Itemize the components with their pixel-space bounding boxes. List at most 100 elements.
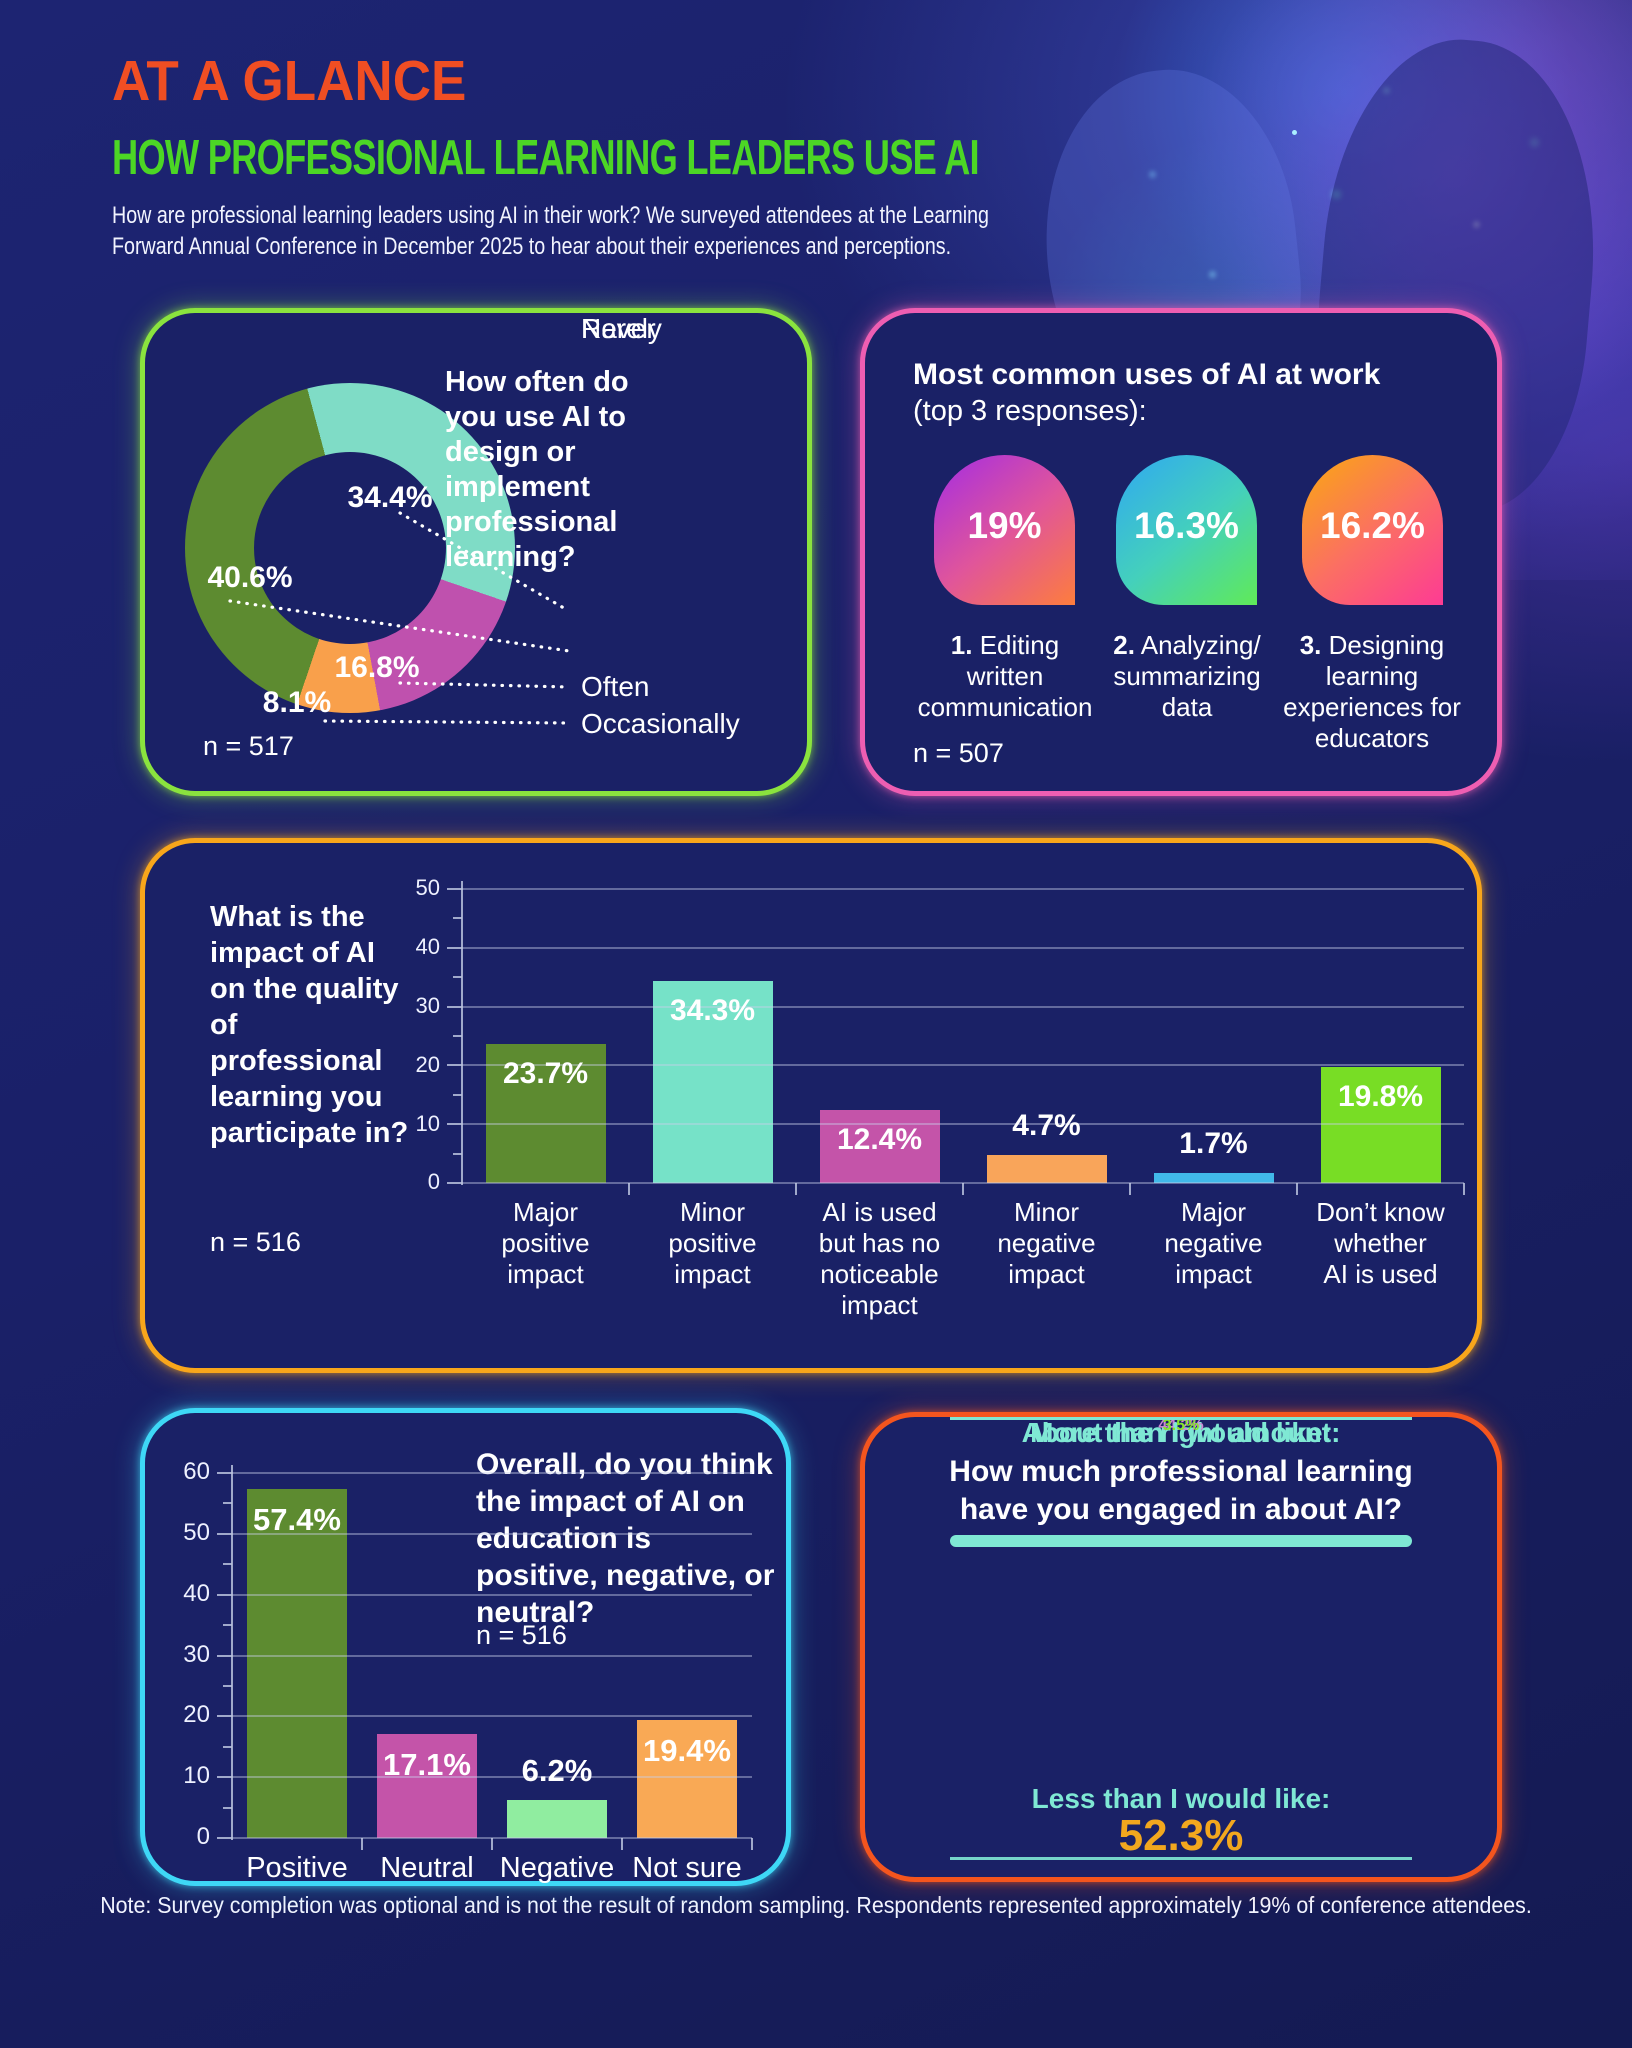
y-tick-label: 40 <box>183 1579 210 1607</box>
stat-label: Less than I would like: <box>1031 1783 1331 1814</box>
category-separator-tick <box>962 1183 964 1195</box>
gridline <box>232 1593 752 1596</box>
y-tick <box>217 1654 232 1657</box>
category-label: Not sure <box>632 1852 742 1884</box>
impact-question: What is the impact of AI on the quality … <box>210 901 409 1149</box>
frequency-question: How often do you use AI to design or imp… <box>445 366 629 573</box>
category-separator-tick <box>628 1183 630 1195</box>
panel-engagement: How much professional learning have you … <box>860 1412 1502 1882</box>
category-label: Major positive impact <box>501 1197 590 1289</box>
intro-text: How are professional learning leaders us… <box>112 200 1073 262</box>
y-tick <box>223 1745 232 1748</box>
y-tick <box>223 1684 232 1687</box>
sample-size-overall: n = 516 <box>476 1620 567 1650</box>
panel-overall: Overall, do you think the impact of AI o… <box>140 1408 791 1886</box>
category-label: Negative <box>499 1852 615 1884</box>
stat-value: 3.5% <box>1162 1417 1200 1434</box>
category-label: AI is used but has no noticeable impact <box>818 1197 941 1320</box>
stat-label: More than I would like: <box>1030 1417 1332 1448</box>
category-separator-tick <box>795 1183 797 1195</box>
bar-major <box>485 1043 606 1183</box>
use-label-2: 2. Analyzing/ summarizing data <box>1092 630 1282 723</box>
y-tick <box>223 1806 232 1809</box>
bar-value-label: 6.2% <box>521 1753 593 1789</box>
impact-bar-chart: 0 10 20 30 40 50 23.7% Major positive impact 34.… <box>145 843 1477 1368</box>
y-tick <box>447 1005 462 1008</box>
y-tick-label: 10 <box>183 1762 210 1790</box>
gridline <box>232 1715 752 1718</box>
donut-slice-value-often: 34.4% <box>347 481 433 514</box>
category-separator-tick <box>361 1838 363 1850</box>
bar-value-label: 19.4% <box>643 1732 731 1768</box>
bar-value-label: 19.8% <box>1337 1079 1424 1113</box>
use-text-1: Editing written communication <box>917 630 1093 722</box>
category-label: Minor negative impact <box>997 1197 1096 1289</box>
y-tick <box>447 1123 462 1126</box>
y-tick <box>453 917 462 920</box>
gridline <box>462 1005 1464 1008</box>
use-rank-1: 1. <box>950 630 973 660</box>
gridline <box>462 1182 1464 1184</box>
use-value-3: 16.2% <box>1320 505 1425 546</box>
y-tick-label: 60 <box>183 1458 210 1486</box>
y-tick <box>447 946 462 949</box>
header: AT A GLANCE HOW PROFESSIONAL LEARNING LE… <box>112 48 1283 262</box>
y-tick <box>453 976 462 979</box>
gridline <box>232 1472 752 1474</box>
engagement-title: How much professional learning have you … <box>865 1453 1497 1529</box>
y-tick-label: 20 <box>183 1701 210 1729</box>
y-axis <box>461 881 463 1185</box>
use-blob-1: 19% <box>934 455 1075 605</box>
y-tick-label: 50 <box>183 1518 210 1546</box>
bar-don-t-know <box>1320 1066 1441 1183</box>
sample-size-frequency: n = 517 <box>203 731 294 761</box>
category-separator-tick <box>621 1838 623 1850</box>
y-tick-label: 20 <box>415 1051 440 1077</box>
bar-value-label: 57.4% <box>253 1501 341 1537</box>
y-tick <box>453 1152 462 1155</box>
use-blob-3: 16.2% <box>1302 455 1443 605</box>
category-separator-tick <box>1463 1183 1465 1195</box>
use-rank-3: 3. <box>1299 630 1322 660</box>
y-tick <box>217 1837 232 1839</box>
bar-positive <box>247 1488 347 1838</box>
y-tick <box>453 1093 462 1096</box>
category-label: Minor positive impact <box>668 1197 757 1289</box>
bar-negative <box>507 1800 607 1838</box>
y-tick <box>217 1593 232 1596</box>
panel-uses: Most common uses of AI at work (top 3 re… <box>860 308 1502 796</box>
legend-item-rarely: Rarely <box>581 313 662 344</box>
y-tick-label: 40 <box>415 934 440 960</box>
use-label-1: 1. Editing written communication <box>910 630 1100 723</box>
use-text-2: Analyzing/ summarizing data <box>1113 630 1261 722</box>
overall-question: Overall, do you think the impact of AI o… <box>476 1448 775 1629</box>
category-separator-tick <box>751 1838 753 1850</box>
stat-value: 52.3% <box>1118 1811 1244 1860</box>
bar-major <box>1153 1173 1274 1183</box>
gridline <box>462 1064 1464 1067</box>
y-tick <box>217 1532 232 1535</box>
bar-value-label: 23.7% <box>502 1056 589 1090</box>
gridline <box>462 1123 1464 1126</box>
legend-item-often: Often <box>581 671 650 702</box>
y-tick <box>217 1776 232 1779</box>
legend-item-never: Never <box>581 313 656 344</box>
y-tick <box>223 1502 232 1505</box>
y-tick <box>447 1182 462 1184</box>
legend-item-occasionally: Occasionally <box>581 708 740 739</box>
y-tick <box>447 1064 462 1067</box>
uses-subtitle: (top 3 responses): <box>913 395 1147 427</box>
y-tick <box>223 1624 232 1627</box>
y-tick <box>217 1715 232 1718</box>
bar-not-sure <box>637 1719 737 1838</box>
panel-frequency: How often do you use AI to design or imp… <box>140 308 812 796</box>
bar-value-label: 34.3% <box>669 994 756 1028</box>
donut-slice-value-never: 8.1% <box>262 686 332 719</box>
kicker-heading: AT A GLANCE <box>112 49 467 113</box>
category-label: Don’t know whether AI is used <box>1316 1197 1445 1289</box>
use-value-1: 19% <box>967 505 1042 546</box>
bar-minor <box>652 981 773 1183</box>
category-separator-tick <box>491 1838 493 1850</box>
y-tick-label: 30 <box>415 992 440 1018</box>
divider-thick <box>950 1535 1412 1547</box>
